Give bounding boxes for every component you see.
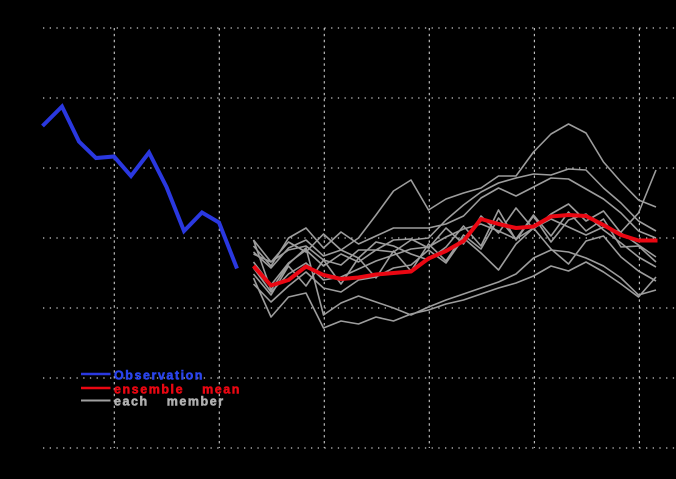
svg-text:ensemble mean: ensemble mean bbox=[114, 383, 241, 397]
svg-text:each member: each member bbox=[114, 395, 225, 409]
svg-text:Observation: Observation bbox=[114, 369, 204, 383]
